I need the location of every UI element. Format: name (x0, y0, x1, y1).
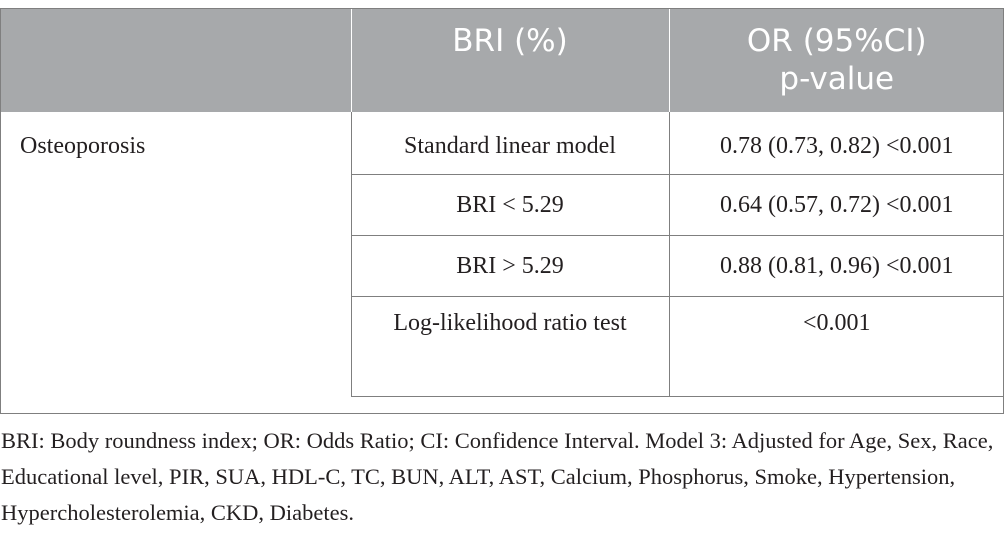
table-row: BRI > 5.29 0.88 (0.81, 0.96) <0.001 (0, 235, 1004, 297)
value-cell: 0.78 (0.73, 0.82) <0.001 (668, 112, 1004, 175)
value-cell: 0.64 (0.57, 0.72) <0.001 (668, 174, 1004, 236)
header-row: BRI (%) OR (95%CI) p-value (0, 8, 1004, 112)
table-footnote: BRI: Body roundness index; OR: Odds Rati… (1, 428, 994, 525)
outcome-label: Osteoporosis (20, 133, 146, 159)
header-cell-bri: BRI (%) (350, 8, 669, 112)
value-cell: <0.001 (668, 296, 1004, 397)
table-row: BRI < 5.29 0.64 (0.57, 0.72) <0.001 (0, 174, 1004, 236)
header-cell-empty (0, 8, 351, 112)
table-row: Log-likelihood ratio test <0.001 (0, 296, 1004, 397)
results-table: BRI (%) OR (95%CI) p-value Osteoporosis … (0, 8, 1004, 397)
model-cell: Standard linear model (350, 112, 669, 175)
header-cell-or: OR (95%CI) p-value (668, 8, 1004, 112)
table-row: Osteoporosis Standard linear model 0.78 … (0, 112, 1004, 175)
model-cell: BRI < 5.29 (350, 174, 669, 236)
model-cell: BRI > 5.29 (350, 235, 669, 297)
value-cell: 0.88 (0.81, 0.96) <0.001 (668, 235, 1004, 297)
model-cell: Log-likelihood ratio test (350, 296, 669, 397)
